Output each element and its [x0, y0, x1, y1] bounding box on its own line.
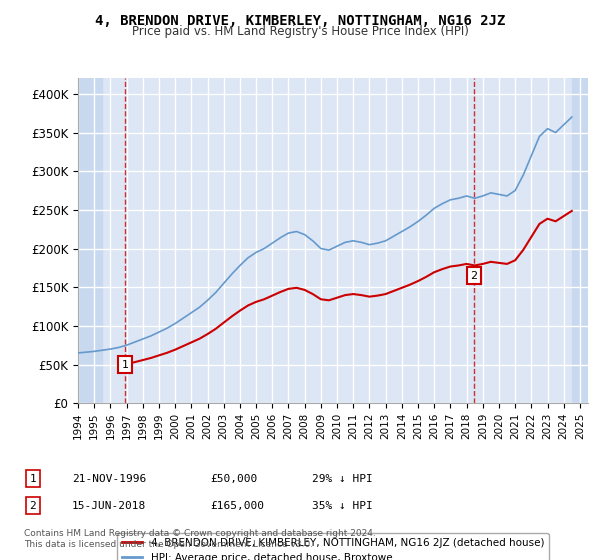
- Bar: [78, 78, 102, 403]
- Legend: 4, BRENDON DRIVE, KIMBERLEY, NOTTINGHAM, NG16 2JZ (detached house), HPI: Average: 4, BRENDON DRIVE, KIMBERLEY, NOTTINGHAM,…: [118, 533, 548, 560]
- Text: Contains HM Land Registry data © Crown copyright and database right 2024.
This d: Contains HM Land Registry data © Crown c…: [24, 529, 376, 549]
- Text: £165,000: £165,000: [210, 501, 264, 511]
- Bar: [572, 78, 588, 403]
- Text: Price paid vs. HM Land Registry's House Price Index (HPI): Price paid vs. HM Land Registry's House …: [131, 25, 469, 38]
- Text: 21-NOV-1996: 21-NOV-1996: [72, 474, 146, 484]
- Text: 35% ↓ HPI: 35% ↓ HPI: [312, 501, 373, 511]
- Text: 1: 1: [29, 474, 37, 484]
- Text: 1: 1: [121, 360, 128, 370]
- Text: 2: 2: [470, 270, 478, 281]
- Text: 4, BRENDON DRIVE, KIMBERLEY, NOTTINGHAM, NG16 2JZ: 4, BRENDON DRIVE, KIMBERLEY, NOTTINGHAM,…: [95, 14, 505, 28]
- Text: £50,000: £50,000: [210, 474, 257, 484]
- Text: 2: 2: [29, 501, 37, 511]
- Text: 29% ↓ HPI: 29% ↓ HPI: [312, 474, 373, 484]
- Text: 15-JUN-2018: 15-JUN-2018: [72, 501, 146, 511]
